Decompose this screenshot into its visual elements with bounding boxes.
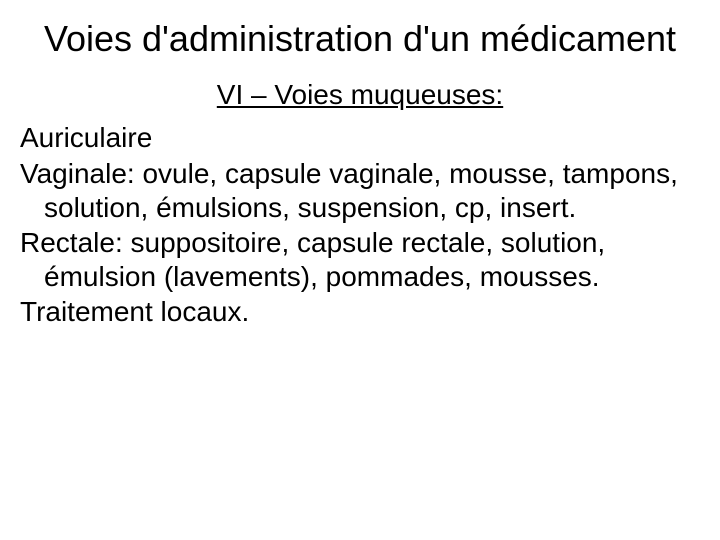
body-line: Traitement locaux.: [20, 295, 700, 329]
body-line: Auriculaire: [20, 121, 700, 155]
subtitle-underline: VI – Voies muqueuses:: [217, 79, 503, 110]
slide-subtitle: VI – Voies muqueuses:: [20, 79, 700, 111]
body-line: Rectale: suppositoire, capsule rectale, …: [20, 226, 700, 293]
body-line: Vaginale: ovule, capsule vaginale, mouss…: [20, 157, 700, 224]
slide-body: Auriculaire Vaginale: ovule, capsule vag…: [20, 121, 700, 329]
slide: Voies d'administration d'un médicament V…: [0, 0, 720, 540]
slide-title: Voies d'administration d'un médicament: [20, 18, 700, 59]
